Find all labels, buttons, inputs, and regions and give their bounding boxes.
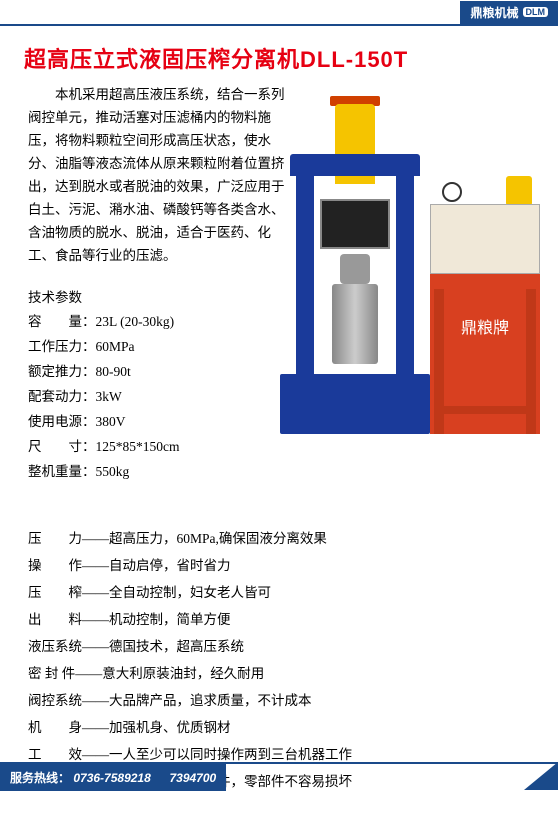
corner-decoration-icon <box>524 762 558 790</box>
press-machine-icon <box>290 154 420 434</box>
feature-row: 液压系统——德国技术，超高压系统 <box>28 633 530 660</box>
intro-paragraph: 本机采用超高压液压系统，结合一系列阀控单元，推动活塞对压滤桶内的物料施压，将物料… <box>28 84 288 268</box>
hydraulic-unit-icon: 鼎粮牌 <box>430 204 540 434</box>
brand-badge: 鼎粮机械 DLM <box>460 1 558 24</box>
feature-row: 压 榨——全自动控制，妇女老人皆可 <box>28 579 530 606</box>
product-illustration: 鼎粮牌 <box>270 94 540 434</box>
hotline: 服务热线： 0736-7589218 7394700 <box>0 764 226 791</box>
header-bar: 鼎粮机械 DLM <box>0 0 558 26</box>
brand-logo: DLM <box>523 7 549 17</box>
spec-row: 尺 寸：125*85*150cm <box>28 435 530 460</box>
hotline-phone-2: 7394700 <box>169 771 216 785</box>
feature-row: 机 身——加强机身、优质钢材 <box>28 714 530 741</box>
spec-row: 整机重量：550kg <box>28 460 530 485</box>
feature-row: 阀控系统——大品牌产品，追求质量，不计成本 <box>28 687 530 714</box>
feature-row: 密 封 件——意大利原装油封，经久耐用 <box>28 660 530 687</box>
body: 本机采用超高压液压系统，结合一系列阀控单元，推动活塞对压滤桶内的物料施压，将物料… <box>0 84 558 815</box>
machine-brand-label: 鼎粮牌 <box>430 274 540 338</box>
feature-row: 操 作——自动启停，省时省力 <box>28 552 530 579</box>
hotline-label: 服务热线： <box>10 771 70 785</box>
hotline-phone-1: 0736-7589218 <box>73 771 150 785</box>
feature-row: 出 料——机动控制，简单方便 <box>28 606 530 633</box>
brand-name: 鼎粮机械 <box>470 4 518 21</box>
feature-row: 压 力——超高压力，60MPa,确保固液分离效果 <box>28 525 530 552</box>
page-title: 超高压立式液固压榨分离机DLL-150T <box>0 26 558 84</box>
footer-bar: 服务热线： 0736-7589218 7394700 <box>0 762 558 790</box>
